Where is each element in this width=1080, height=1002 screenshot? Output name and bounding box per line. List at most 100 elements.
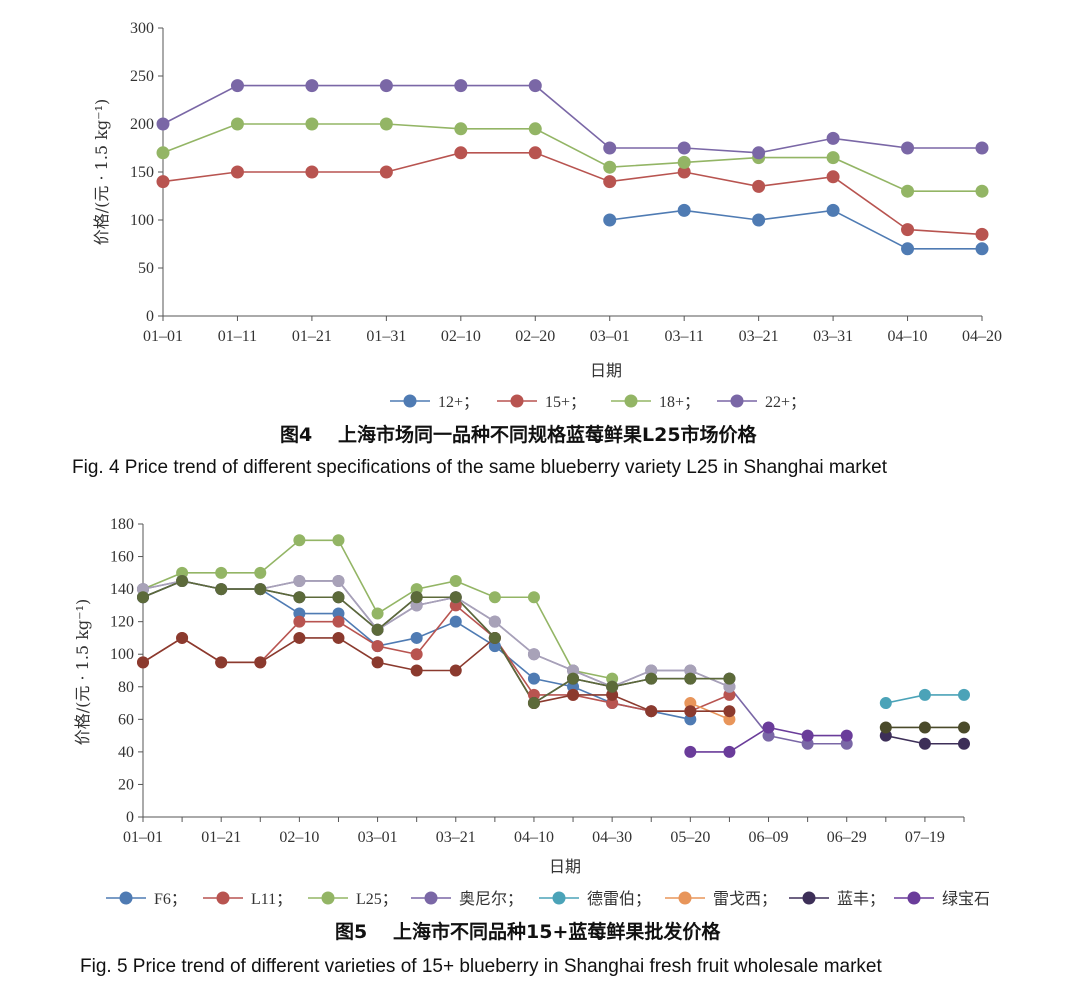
fig4-data-point-2: [230, 117, 244, 131]
fig5-data-point-10: [215, 656, 228, 669]
fig5-x-tick-label: 06–09: [749, 829, 789, 846]
fig4-x-tick-label: 02–10: [441, 328, 481, 345]
fig5-data-point-7: [684, 745, 697, 758]
fig4-data-point-1: [901, 223, 915, 237]
fig4-data-point-1: [603, 175, 617, 189]
fig5-data-point-11: [293, 591, 306, 604]
fig5-data-point-9: [332, 574, 345, 587]
fig5-legend-label-7: 绿宝石: [942, 890, 990, 908]
fig4-data-point-1: [975, 227, 989, 241]
fig5-y-tick-label: 20: [118, 776, 134, 793]
fig4-x-tick-label: 01–21: [292, 328, 332, 345]
fig5-legend: F6； L11； L25； 奥尼尔； 德雷伯； 雷戈西； 蓝丰； 绿宝石: [106, 890, 990, 908]
fig5-data-point-2: [527, 591, 540, 604]
fig5-legend-swatch-marker-1: [216, 891, 230, 905]
fig4-data-point-0: [752, 213, 766, 227]
fig5-y-tick-label: 160: [110, 549, 134, 566]
fig5-legend-swatch-marker-6: [802, 891, 816, 905]
fig4-data-point-2: [901, 184, 915, 198]
fig5-legend-label-6: 蓝丰；: [837, 890, 885, 908]
fig5-legend-label-5: 雷戈西；: [713, 890, 777, 908]
fig5-data-point-2: [332, 534, 345, 547]
fig5-data-point-11: [567, 672, 580, 685]
fig4-data-point-3: [305, 79, 319, 93]
fig5-series-line-10: [142, 636, 730, 712]
fig5-data-point-11: [176, 574, 189, 587]
fig4-series-line-0: [609, 209, 982, 250]
fig5-y-tick-label: 140: [110, 581, 134, 598]
fig5-series-line-6: [142, 580, 730, 705]
fig5-y-tick-label: 40: [118, 744, 134, 761]
fig4-data-point-2: [677, 155, 691, 169]
fig4-x-tick-label: 04–10: [888, 328, 928, 345]
fig4-x-tick-label: 01–11: [218, 328, 257, 345]
fig4-y-tick-label: 0: [146, 308, 154, 325]
fig4-data-point-1: [379, 165, 393, 179]
fig4-data-point-3: [454, 79, 468, 93]
fig5-series-line-1: [142, 604, 730, 712]
fig4-y-tick-label: 250: [130, 68, 154, 85]
fig4-data-point-2: [305, 117, 319, 131]
fig5-data-point-8: [879, 721, 892, 734]
fig4-x-tick-label: 01–31: [366, 328, 406, 345]
fig5-data-point-10: [567, 688, 580, 701]
fig5-data-point-10: [332, 631, 345, 644]
fig5-legend-swatch-marker-5: [678, 891, 692, 905]
fig5-data-point-0: [449, 615, 462, 628]
fig5-data-point-11: [684, 672, 697, 685]
fig5-y-tick-label: 100: [110, 646, 134, 663]
fig5-x-tick-label: 04–10: [514, 829, 554, 846]
fig5-x-tick-label: 02–10: [279, 829, 319, 846]
fig5-x-tick-label: 05–20: [670, 829, 710, 846]
fig5-caption-en: Fig. 5 Price trend of different varietie…: [80, 956, 882, 977]
fig5-legend-swatch-marker-2: [321, 891, 335, 905]
fig5-x-tick-label: 04–30: [592, 829, 632, 846]
fig4-series-line-3: [162, 84, 982, 154]
fig5-legend-swatch-marker-7: [907, 891, 921, 905]
fig5-data-point-11: [371, 623, 384, 636]
fig5-data-point-11: [137, 591, 149, 604]
fig4-data-point-2: [156, 146, 170, 160]
fig5-data-point-10: [645, 705, 658, 718]
fig5-data-point-1: [293, 615, 306, 628]
fig4-legend-swatch-marker-2: [624, 394, 638, 408]
fig5-series-line-11: [142, 580, 730, 705]
fig5-data-point-11: [449, 591, 462, 604]
fig4-data-point-3: [379, 79, 393, 93]
fig4-y-tick-label: 150: [130, 164, 154, 181]
fig4-data-point-3: [975, 141, 989, 155]
fig5-data-point-11: [488, 631, 501, 644]
fig4-data-point-0: [603, 213, 617, 227]
fig4-x-tick-label: 03–31: [813, 328, 853, 345]
fig5-x-tick-label: 03–21: [436, 829, 476, 846]
fig5-data-point-10: [371, 656, 384, 669]
fig5-data-point-11: [254, 583, 267, 596]
fig4-x-tick-label: 04–20: [962, 328, 1002, 345]
fig4-legend: 12+； 15+； 18+； 22+；: [390, 394, 806, 411]
fig5-data-point-11: [332, 591, 345, 604]
fig4-data-point-2: [454, 122, 468, 136]
fig5-data-point-10: [254, 656, 267, 669]
fig5-legend-swatch-marker-0: [119, 891, 133, 905]
fig5-y-tick-label: 80: [118, 679, 134, 696]
fig4-series-line-1: [162, 152, 983, 236]
fig5-x-tick-label: 03–01: [358, 829, 398, 846]
fig4-data-point-0: [975, 242, 989, 256]
fig5-data-point-11: [606, 680, 619, 693]
fig4-x-tick-label: 03–11: [664, 328, 703, 345]
fig5-caption-label: 图5: [335, 921, 367, 943]
fig4-x-axis-title: 日期: [590, 361, 622, 380]
fig5-y-tick-label: 120: [110, 614, 134, 631]
fig5-data-point-4: [879, 697, 892, 710]
fig4-legend-label-3: 22+；: [765, 394, 806, 411]
fig4-data-point-1: [230, 165, 244, 179]
fig5-data-point-10: [293, 631, 306, 644]
fig5-y-tick-label: 60: [118, 711, 134, 728]
fig5-x-tick-label: 01–21: [201, 829, 241, 846]
fig5-data-point-2: [215, 566, 228, 579]
fig5-data-point-2: [293, 534, 306, 547]
fig4-y-tick-label: 50: [138, 260, 154, 277]
fig4-data-point-3: [230, 79, 244, 93]
fig4-data-point-3: [156, 117, 170, 131]
